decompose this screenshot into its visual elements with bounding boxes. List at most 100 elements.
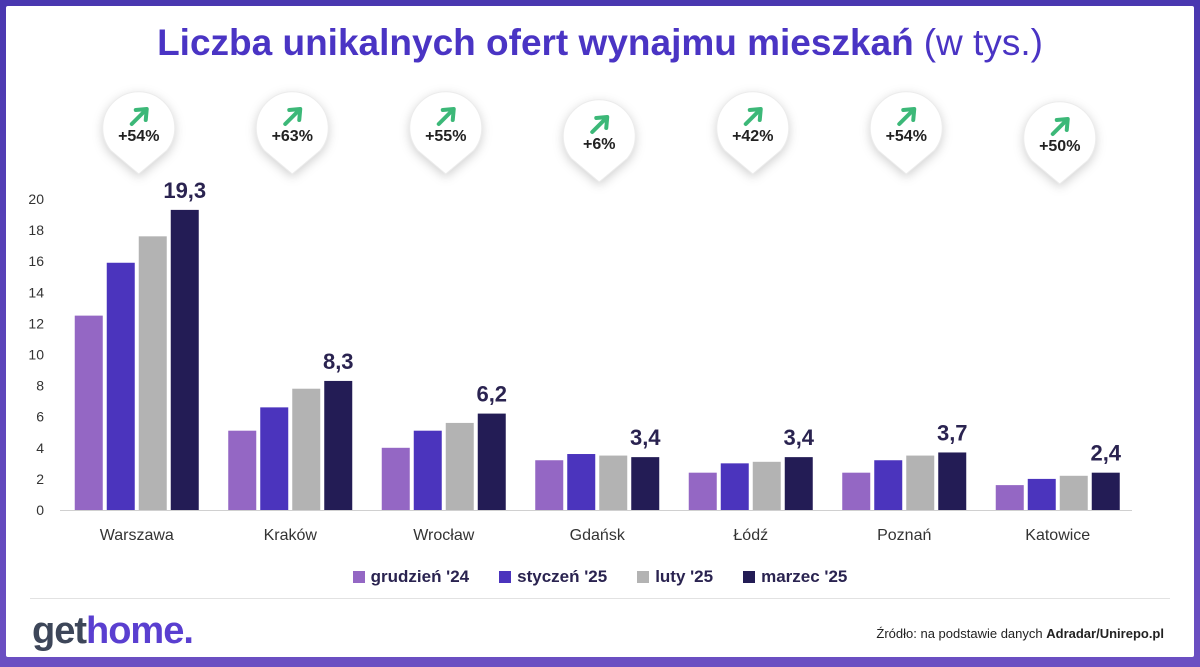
value-label: 19,3 — [163, 178, 206, 203]
legend-label-grudzien: grudzień '24 — [370, 567, 470, 586]
arrow-up-right-icon — [590, 116, 609, 134]
legend-swatch-styczen — [499, 571, 512, 583]
bar — [413, 430, 442, 510]
category-label: Katowice — [1025, 527, 1090, 544]
change-bubble — [716, 91, 790, 175]
y-tick-label: 6 — [36, 409, 44, 425]
change-bubble — [102, 91, 176, 175]
category-label: Poznań — [877, 527, 931, 544]
bar — [842, 472, 871, 510]
y-tick-label: 8 — [36, 378, 44, 394]
bar — [752, 461, 781, 510]
legend-label-styczen: styczeń '25 — [517, 567, 608, 586]
bar — [170, 209, 199, 510]
legend-swatch-luty — [637, 571, 650, 583]
bar — [445, 422, 474, 510]
bar — [74, 315, 103, 510]
bar — [906, 455, 935, 510]
change-bubble — [869, 91, 943, 175]
change-percent-label: +63% — [272, 128, 313, 145]
arrow-up-right-icon — [129, 108, 148, 126]
change-percent-label: +54% — [886, 128, 927, 145]
category-label: Łódź — [733, 527, 768, 544]
value-label: 8,3 — [323, 349, 354, 374]
chart-title-main: Liczba unikalnych ofert wynajmu mieszkań — [157, 22, 914, 63]
bar — [567, 454, 596, 510]
source-note: Źródło: na podstawie danych Adradar/Unir… — [876, 626, 1164, 641]
bar — [938, 452, 967, 510]
y-tick-label: 4 — [36, 440, 44, 456]
legend-item-luty: luty '25 — [637, 567, 713, 587]
legend-item-grudzien: grudzień '24 — [352, 567, 470, 587]
arrow-up-right-icon — [436, 108, 455, 126]
category-label: Wrocław — [413, 527, 474, 544]
arrow-head-icon — [594, 115, 610, 130]
value-label: 2,4 — [1090, 441, 1121, 466]
legend-label-marzec: marzec '25 — [761, 567, 848, 586]
source-prefix: Źródło: na podstawie danych — [876, 626, 1043, 641]
legend-item-marzec: marzec '25 — [743, 567, 847, 587]
logo-text-get: get — [32, 610, 87, 652]
chart-title: Liczba unikalnych ofert wynajmu mieszkań… — [0, 22, 1200, 64]
y-tick-label: 16 — [28, 253, 44, 269]
legend-item-styczen: styczeń '25 — [499, 567, 607, 587]
change-percent-label: +55% — [425, 128, 466, 145]
arrow-head-icon — [1054, 117, 1070, 132]
change-percent-label: +54% — [118, 128, 159, 145]
footer-divider — [30, 598, 1170, 599]
change-bubble — [562, 99, 636, 183]
chart-legend: grudzień '24 styczeń '25 luty '25 marzec… — [0, 567, 1200, 587]
bar — [138, 236, 167, 510]
source-name: Adradar/Unirepo.pl — [1046, 626, 1164, 641]
arrow-head-icon — [133, 107, 149, 122]
change-percent-label: +42% — [732, 128, 773, 145]
change-percent-label: +50% — [1039, 138, 1080, 155]
bar — [1027, 478, 1056, 510]
category-label: Warszawa — [100, 527, 174, 544]
bar — [324, 380, 353, 510]
value-label: 3,4 — [630, 425, 661, 450]
bar — [228, 430, 257, 510]
change-bubble — [255, 91, 329, 175]
logo-text-home: home. — [86, 610, 194, 652]
bar — [535, 460, 564, 510]
legend-swatch-grudzien — [352, 571, 365, 583]
arrow-up-right-icon — [743, 108, 762, 126]
legend-label-luty: luty '25 — [655, 567, 714, 586]
bar — [292, 388, 321, 510]
arrow-head-icon — [287, 107, 303, 122]
bar — [874, 460, 903, 510]
arrow-up-right-icon — [1050, 118, 1069, 136]
y-tick-label: 14 — [28, 284, 44, 300]
y-tick-label: 18 — [28, 222, 44, 238]
arrow-up-right-icon — [897, 108, 916, 126]
change-bubble — [1023, 101, 1097, 185]
bar — [784, 457, 813, 510]
y-tick-label: 2 — [36, 471, 44, 487]
gethome-logo: gethome. — [32, 610, 194, 653]
bar — [1091, 472, 1120, 510]
bar — [688, 472, 717, 510]
y-tick-label: 20 — [28, 191, 44, 207]
arrow-head-icon — [901, 107, 917, 122]
arrow-head-icon — [747, 107, 763, 122]
bar — [995, 485, 1024, 510]
bar — [106, 262, 135, 510]
arrow-up-right-icon — [283, 108, 302, 126]
category-label: Gdańsk — [570, 527, 626, 544]
bar — [720, 463, 749, 510]
value-label: 6,2 — [476, 382, 507, 407]
value-label: 3,4 — [783, 425, 814, 450]
y-tick-label: 10 — [28, 347, 44, 363]
y-tick-label: 12 — [28, 315, 44, 331]
arrow-head-icon — [440, 107, 456, 122]
bar — [260, 407, 289, 510]
legend-swatch-marzec — [743, 571, 756, 583]
category-label: Kraków — [264, 527, 318, 544]
bar — [381, 447, 410, 510]
change-bubble — [409, 91, 483, 175]
value-label: 3,7 — [937, 420, 968, 445]
y-tick-label: 0 — [36, 502, 44, 518]
chart-title-unit: (w tys.) — [923, 22, 1043, 63]
